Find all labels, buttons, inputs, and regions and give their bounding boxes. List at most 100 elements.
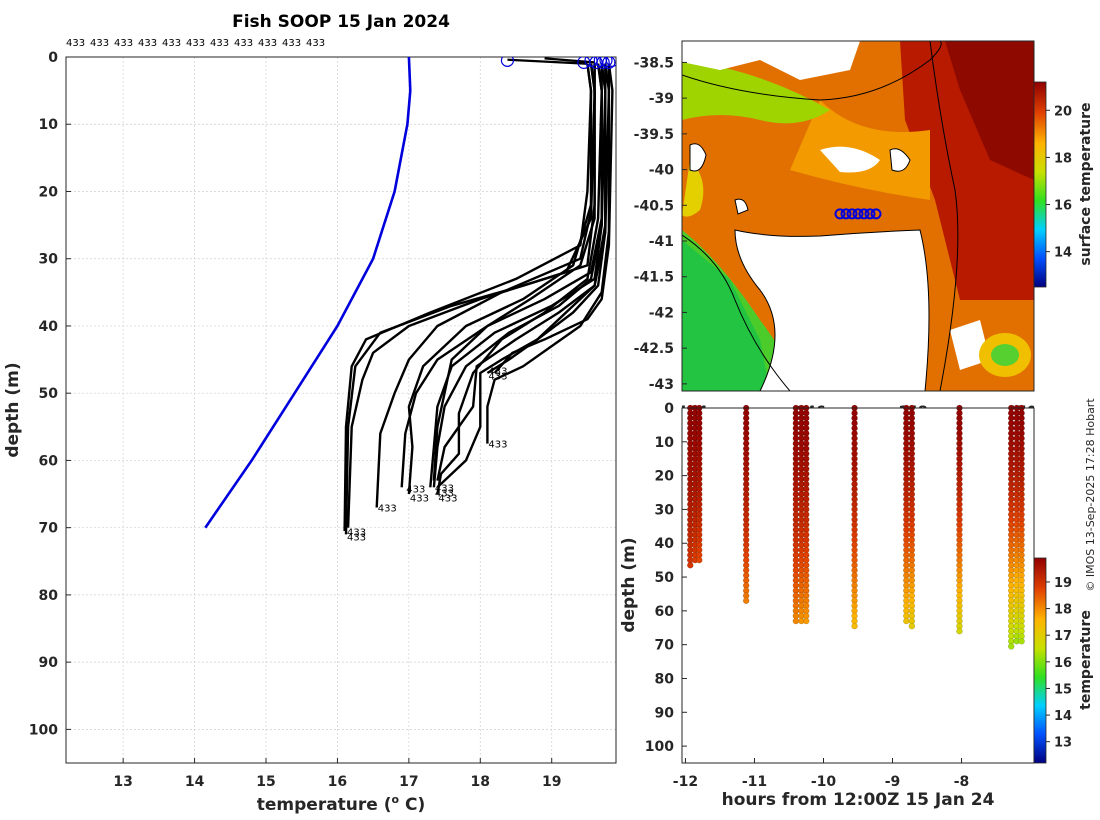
section-y-tick-label: 20 xyxy=(655,469,675,485)
profile-x-ticks: 13 14 15 16 17 18 19 xyxy=(113,758,561,790)
temperature-colorbar xyxy=(1033,557,1047,764)
track-marker xyxy=(858,208,870,220)
y-tick-label: 30 xyxy=(39,252,59,268)
y-tick-label: 10 xyxy=(39,117,59,133)
x-tick-label: 15 xyxy=(256,774,275,790)
cast-point xyxy=(851,622,858,630)
lat-tick-label: -39.5 xyxy=(634,127,674,143)
credit-text: © IMOS 13-Sep-2025 17:28 Hobart xyxy=(1084,398,1097,592)
section-y-tick-label: 70 xyxy=(655,638,675,654)
section-y-tick-label: 100 xyxy=(645,739,674,755)
top-label: 433 xyxy=(306,38,325,49)
profile-y-ticks: 0 10 20 30 40 50 60 70 80 90 100 xyxy=(29,50,71,738)
cast-point xyxy=(1007,643,1015,650)
section-axes-box xyxy=(681,407,1035,764)
track-marker xyxy=(840,208,852,220)
profile-line xyxy=(375,63,593,508)
profile-x-label: temperature (o C) xyxy=(257,793,426,815)
cast-point xyxy=(742,597,750,604)
profile-axes-box xyxy=(65,56,617,764)
section-y-tick-label: 80 xyxy=(655,671,675,687)
map-lat-ticks: -38.5 -39 -39.5 -40 -40.5 -41 -41.5 -42 -42.5 -43 xyxy=(634,55,687,393)
x-tick-label: 18 xyxy=(471,774,490,790)
sst-cb-tick-label: 16 xyxy=(1054,199,1072,214)
sst-cb-tick-label: 14 xyxy=(1054,246,1072,261)
temp-cb-tick-label: 16 xyxy=(1054,656,1072,671)
top-label: 433 xyxy=(138,38,157,49)
track-marker xyxy=(870,208,882,220)
surface-markers xyxy=(500,57,616,69)
lon-tick-label: 146 xyxy=(796,404,825,420)
y-tick-label: 100 xyxy=(29,722,58,738)
section-x-tick-label: -9 xyxy=(885,774,901,790)
end-label: 433 xyxy=(378,503,397,514)
section-y-tick-label: 90 xyxy=(655,705,675,721)
y-tick-label: 60 xyxy=(39,453,59,469)
top-labels: 433 433 433 433 433 433 433 433 433 433 433 xyxy=(66,38,325,49)
lat-tick-label: -38.5 xyxy=(634,55,674,71)
section-x-label: hours from 12:00Z 15 Jan 24 xyxy=(722,790,995,810)
top-label: 433 xyxy=(210,38,229,49)
surface-marker xyxy=(605,57,616,67)
section-x-tick-label: -8 xyxy=(954,774,970,790)
profile-panel: Fish SOOP 15 Jan 2024 433 433 433 433 433 433… xyxy=(3,12,617,815)
section-panel: -12 -11 -10 -9 -8 0 10 20 30 40 50 60 70 80 90 100 hou… xyxy=(619,401,1094,810)
section-y-tick-label: 30 xyxy=(655,502,675,518)
profile-y-label: depth (m) xyxy=(3,362,23,457)
top-label: 433 xyxy=(162,38,181,49)
surface-marker xyxy=(602,57,616,69)
top-label: 433 xyxy=(90,38,109,49)
section-x-ticks: -12 -11 -10 -9 -8 xyxy=(673,758,970,790)
sst-map xyxy=(682,41,1034,391)
profile-line xyxy=(486,63,611,444)
profile-line xyxy=(429,63,603,488)
surface-marker xyxy=(589,57,603,69)
top-label: 433 xyxy=(186,38,205,49)
sst-cb-tick-label: 18 xyxy=(1054,151,1072,166)
section-x-tick-label: -12 xyxy=(673,774,698,790)
top-label: 433 xyxy=(234,38,253,49)
section-y-tick-label: 60 xyxy=(655,604,675,620)
section-y-ticks: 0 10 20 30 40 50 60 70 80 90 100 xyxy=(645,401,687,755)
cast-point xyxy=(903,617,910,625)
temperature-colorbar-label: temperature xyxy=(1078,610,1094,710)
lat-tick-label: -41.5 xyxy=(634,270,674,286)
cast-point xyxy=(802,617,810,625)
end-label: 433 xyxy=(488,440,507,451)
x-tick-label: 19 xyxy=(542,774,561,790)
temperature-colorbar-ticks: 13 14 15 16 17 18 19 xyxy=(1046,576,1072,751)
lat-tick-label: -42 xyxy=(649,305,674,321)
profile-line xyxy=(407,63,596,495)
y-tick-label: 0 xyxy=(48,50,58,66)
surface-marker xyxy=(596,57,610,69)
section-y-tick-label: 0 xyxy=(664,401,674,417)
surface-marker xyxy=(500,57,515,67)
profile-line xyxy=(493,63,614,374)
lat-tick-label: -39 xyxy=(649,91,674,107)
top-label: 433 xyxy=(66,38,85,49)
sst-colorbar xyxy=(1033,81,1047,288)
chart-title: Fish SOOP 15 Jan 2024 xyxy=(232,12,450,32)
temp-cb-tick-label: 15 xyxy=(1054,682,1072,697)
section-x-tick-label: -10 xyxy=(811,774,837,790)
sst-colorbar-ticks: 14 16 18 20 xyxy=(1046,104,1072,261)
temp-cb-tick-label: 13 xyxy=(1054,736,1072,751)
track-marker xyxy=(846,208,858,220)
temp-cb-tick-label: 18 xyxy=(1054,603,1072,618)
cast-point xyxy=(687,561,694,569)
track-marker xyxy=(864,208,876,220)
surface-connector xyxy=(507,57,595,65)
end-label: 433 xyxy=(347,528,366,539)
profile-line xyxy=(400,63,603,488)
temp-cb-tick-label: 17 xyxy=(1054,629,1072,644)
top-label: 433 xyxy=(258,38,277,49)
map-panel: -38.5 -39 -39.5 -40 -40.5 -41 -41.5 -42 -42.5 -43… xyxy=(634,40,1094,420)
temp-cb-tick-label: 14 xyxy=(1054,709,1072,724)
y-tick-label: 90 xyxy=(39,655,59,671)
section-y-tick-label: 50 xyxy=(655,570,675,586)
end-label: 433 xyxy=(438,493,457,504)
x-tick-label: 14 xyxy=(185,774,205,790)
track-marker xyxy=(834,208,846,220)
